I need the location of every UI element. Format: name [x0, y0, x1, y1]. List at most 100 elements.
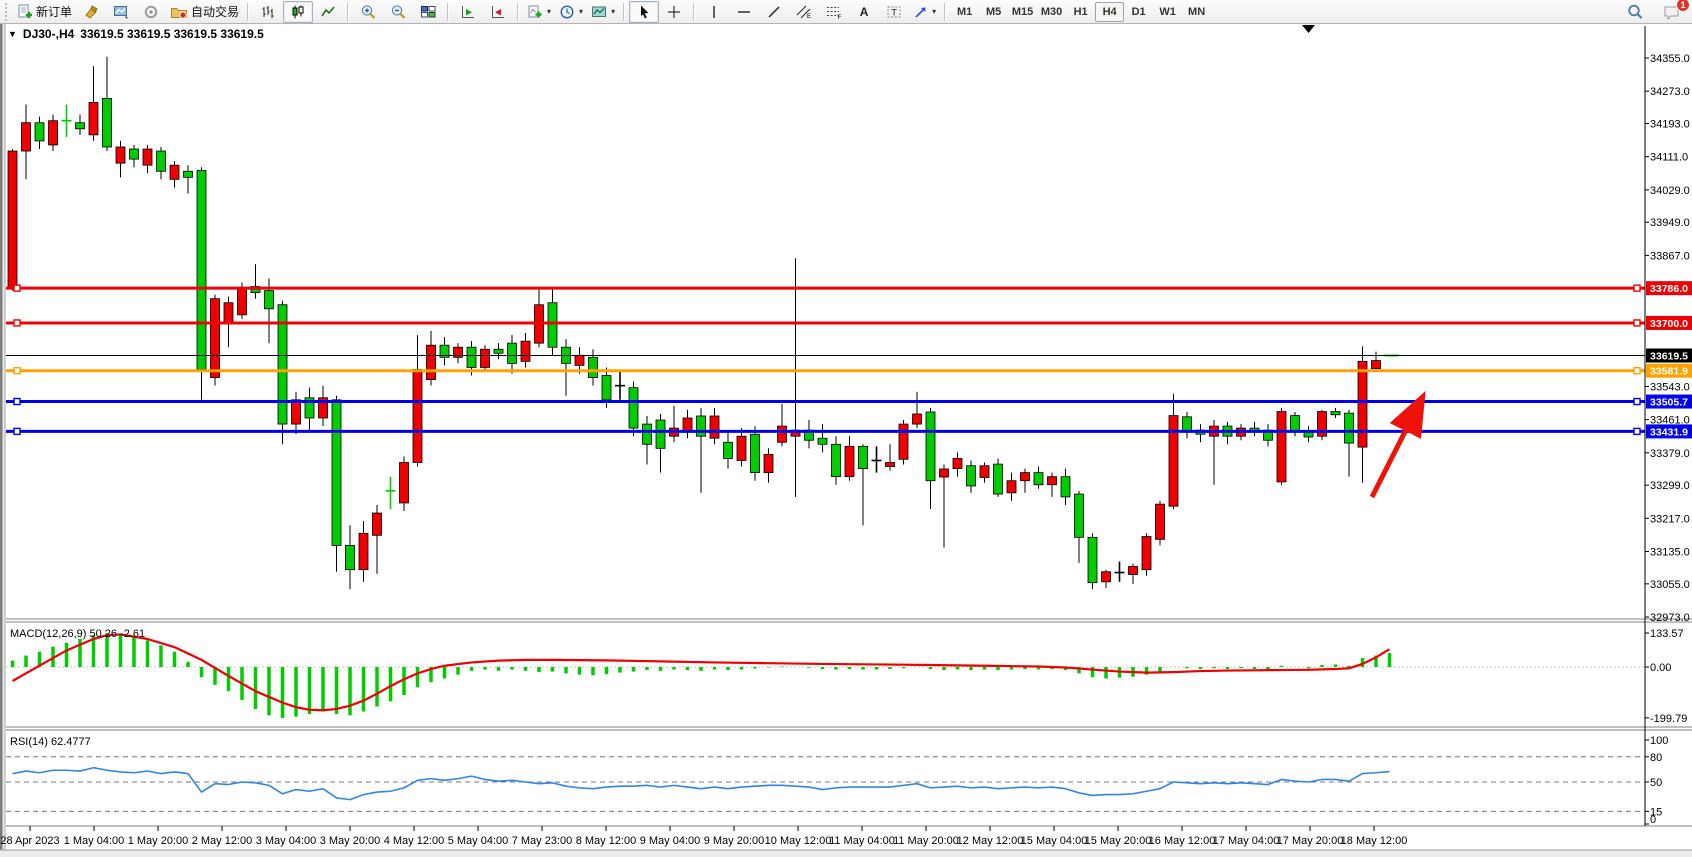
search-button[interactable]	[1620, 1, 1650, 23]
time-tick-label: 16 May 12:00	[1149, 835, 1216, 847]
line-handle[interactable]	[13, 397, 21, 406]
publish-chart-button[interactable]	[106, 1, 136, 23]
chart-ohlc-values: 33619.5 33619.5 33619.5 33619.5	[80, 27, 264, 41]
line-handle[interactable]	[1633, 397, 1641, 406]
timeframe-mn[interactable]: MN	[1188, 5, 1206, 18]
auto-scroll-button[interactable]	[453, 1, 483, 23]
time-tick-label: 2 May 12:00	[192, 835, 253, 847]
svg-text:T: T	[891, 7, 897, 17]
line-handle[interactable]	[13, 284, 21, 292]
timeframe-h4[interactable]: H4	[1095, 1, 1125, 22]
timeframe-d1[interactable]: D1	[1131, 5, 1146, 18]
toolbar-separator	[347, 2, 350, 21]
arrows-tool-button[interactable]: ▾	[909, 1, 940, 23]
timeframe-h1[interactable]: H1	[1073, 5, 1088, 18]
chart-shift-icon	[492, 5, 505, 18]
time-tick-label: 11 May 20:00	[893, 835, 959, 847]
time-tick-label: 5 May 04:00	[448, 835, 509, 847]
rsi-line	[12, 766, 1390, 801]
price-tick-label: 32973.0	[1650, 612, 1690, 624]
trendline-tool-button[interactable]	[759, 1, 789, 23]
hammer-tool-button[interactable]	[76, 1, 106, 23]
signal-button[interactable]	[136, 1, 166, 23]
price-tag-33431.9	[1646, 424, 1692, 439]
price-tag-33619.5	[1646, 348, 1692, 363]
cursor-tool-button[interactable]	[629, 0, 660, 23]
line-handle[interactable]	[1633, 284, 1641, 292]
price-tag-label: 33431.9	[1650, 426, 1688, 438]
candlestick-chart-button[interactable]	[283, 0, 314, 23]
time-tick-label: 17 May 04:00	[1213, 835, 1280, 847]
timeframe-w1[interactable]: W1	[1159, 5, 1176, 18]
price-tick-label: 33299.0	[1650, 480, 1690, 492]
line-handle[interactable]	[1633, 319, 1641, 327]
time-tick-label: 7 May 23:00	[512, 835, 573, 847]
price-tag-33581.9	[1646, 363, 1692, 378]
equidistant-channel-tool-button[interactable]: E	[789, 1, 819, 23]
periods-button[interactable]: ▾	[555, 1, 587, 23]
auto-trading-icon	[171, 7, 188, 19]
auto-trading-button[interactable]: 自动交易	[166, 1, 243, 23]
template-button[interactable]: ▾	[587, 1, 619, 23]
timeframe-m30[interactable]: M30	[1040, 5, 1063, 18]
macd-axis-label: -199.79	[1650, 713, 1687, 725]
chart-shift-marker[interactable]	[1302, 25, 1315, 33]
timeframe-m5[interactable]: M5	[985, 5, 1002, 18]
crosshair-tool-button[interactable]	[659, 1, 689, 23]
collapse-arrow-icon[interactable]: ▼	[8, 29, 17, 39]
timeframe-m15[interactable]: M15	[1011, 5, 1034, 18]
line-handle[interactable]	[13, 367, 21, 375]
zoom-in-button[interactable]	[353, 1, 383, 23]
horizontal-line-icon	[738, 10, 751, 13]
indicators-button[interactable]: ▾	[523, 1, 555, 23]
price-tag-label: 33581.9	[1650, 366, 1688, 378]
periods-clock-icon	[560, 4, 574, 19]
text-tool-button[interactable]: A	[849, 1, 879, 23]
vertical-line-tool-button[interactable]	[699, 1, 729, 23]
time-tick-label: 1 May 04:00	[64, 835, 125, 847]
macd-signal-line	[11, 633, 1391, 712]
trend-arrow-annotation[interactable]	[1369, 390, 1426, 499]
bar-chart-button[interactable]	[253, 1, 283, 23]
price-tick-label: 33949.0	[1650, 217, 1690, 229]
rsi-axis-label: 100	[1650, 735, 1668, 747]
svg-text:E: E	[807, 14, 811, 20]
text-tool-label: A	[859, 4, 869, 19]
messages-button[interactable]: 1	[1656, 0, 1690, 23]
time-tick-label: 1 May 20:00	[128, 835, 189, 847]
text-label-tool-button[interactable]: T	[879, 1, 909, 23]
time-tick-label: 4 May 12:00	[384, 835, 445, 847]
toolbar-separator	[517, 2, 520, 21]
search-icon	[1628, 4, 1643, 19]
line-handle[interactable]	[13, 427, 21, 436]
time-tick-label: 9 May 04:00	[640, 835, 701, 847]
zoom-out-button[interactable]	[383, 1, 413, 23]
line-chart-button[interactable]	[313, 1, 343, 23]
time-tick-label: 15 May 04:00	[1021, 835, 1088, 847]
price-tick-label: 34193.0	[1650, 119, 1690, 131]
time-tick-label: 10 May 12:00	[765, 835, 832, 847]
new-order-button[interactable]: 新订单	[13, 1, 76, 23]
chart-shift-button[interactable]	[483, 1, 513, 23]
rsi-axis-label: 15	[1650, 806, 1662, 818]
line-handle[interactable]	[1633, 427, 1641, 436]
cursor-icon	[641, 5, 649, 18]
text-label-icon: T	[887, 6, 901, 17]
line-handle[interactable]	[13, 319, 21, 327]
rsi-axis-label: 0	[1650, 814, 1656, 826]
time-tick-label: 12 May 12:00	[957, 835, 1024, 847]
horizontal-line-tool-button[interactable]	[729, 1, 759, 23]
line-handle[interactable]	[1633, 367, 1641, 375]
toolbar-separator	[447, 2, 450, 21]
price-tick-label: 34111.0	[1650, 152, 1688, 164]
tile-windows-button[interactable]	[413, 1, 443, 23]
timeframe-group: M1 M5 M15 M30 H1 H4 D1 W1 MN	[950, 1, 1211, 22]
timeframe-m1[interactable]: M1	[956, 5, 973, 18]
price-tick-label: 33461.0	[1650, 415, 1690, 427]
price-tag-label: 33505.7	[1650, 397, 1688, 409]
fibonacci-tool-button[interactable]: F	[819, 1, 849, 23]
time-tick-label: 11 May 04:00	[829, 835, 895, 847]
price-tag-label: 33700.0	[1650, 318, 1688, 330]
price-tick-label: 33543.0	[1650, 381, 1690, 393]
